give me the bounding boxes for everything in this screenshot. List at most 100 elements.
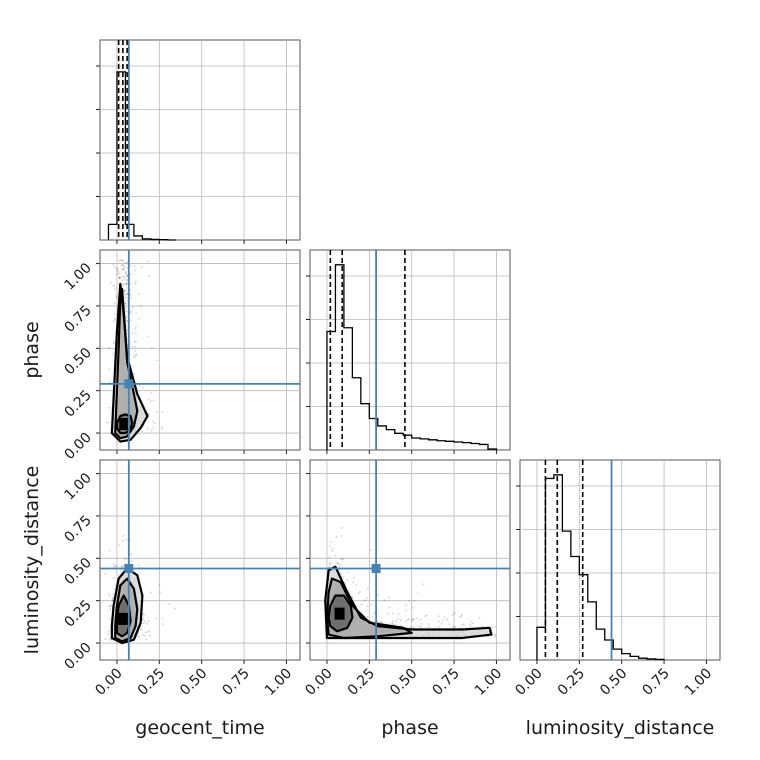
- sample-point: [407, 619, 409, 622]
- contour-2: [110, 567, 144, 645]
- sample-point: [472, 622, 474, 625]
- sample-point: [115, 565, 117, 567]
- sample-point: [126, 275, 129, 278]
- sample-point: [141, 618, 144, 621]
- sample-point: [152, 420, 155, 423]
- sample-point: [121, 275, 124, 278]
- sample-point: [340, 564, 342, 566]
- truth-marker: [371, 563, 381, 573]
- sample-point: [335, 535, 338, 538]
- sample-point: [122, 283, 125, 285]
- hist-geocent_time-frame: [99, 39, 301, 241]
- sample-point: [379, 621, 382, 624]
- sample-point: [336, 562, 339, 564]
- sample-point: [125, 278, 128, 281]
- sample-point: [469, 623, 471, 626]
- sample-point: [122, 259, 125, 262]
- sample-point: [154, 422, 157, 425]
- sample-point: [109, 618, 112, 620]
- sample-point: [131, 345, 134, 348]
- sample-point: [114, 312, 116, 315]
- sample-point: [460, 615, 463, 618]
- sample-point: [363, 599, 366, 602]
- sample-point: [112, 352, 114, 355]
- sample-point: [118, 272, 120, 275]
- xtick-label-geocent_time-2: 0.50: [177, 666, 210, 699]
- xtick-label-phase-0: 0.00: [302, 666, 335, 699]
- sample-point: [329, 544, 331, 547]
- sample-point: [131, 307, 134, 309]
- hist-luminosity_distance-steps: [536, 474, 665, 661]
- sample-point: [158, 584, 160, 586]
- sample-point: [113, 577, 115, 579]
- sample-point: [407, 618, 410, 620]
- sample-point: [132, 355, 135, 358]
- sample-point: [155, 617, 158, 620]
- sample-point: [148, 630, 151, 632]
- sample-point: [340, 572, 343, 575]
- sample-point: [331, 547, 334, 550]
- sample-point: [135, 353, 138, 356]
- sample-point: [134, 353, 137, 356]
- sample-point: [460, 614, 463, 616]
- hist-geocent_time-steps: [107, 71, 177, 241]
- sample-point: [167, 603, 170, 606]
- sample-point: [161, 428, 164, 430]
- sample-point: [412, 618, 415, 621]
- sample-point: [153, 399, 155, 402]
- sample-point: [110, 638, 113, 641]
- ytick-label-luminosity_distance-2: 0.50: [61, 555, 94, 588]
- sample-point: [337, 563, 340, 566]
- sample-point: [124, 262, 127, 264]
- ytick-label-phase-0: 0.00: [61, 430, 94, 463]
- sample-point: [346, 571, 349, 573]
- sample-point: [117, 270, 120, 273]
- sample-point: [129, 283, 132, 285]
- sample-point: [453, 612, 456, 615]
- sample-point: [147, 275, 150, 278]
- sample-point: [122, 268, 125, 271]
- sample-point: [137, 632, 140, 635]
- sample-point: [478, 617, 481, 619]
- sample-point: [380, 621, 383, 624]
- sample-point: [155, 410, 158, 413]
- sample-point: [126, 293, 128, 296]
- sample-point: [369, 549, 372, 552]
- sample-point: [112, 342, 115, 345]
- ytick-label-phase-3: 0.75: [61, 302, 94, 335]
- sample-point: [140, 266, 143, 269]
- sample-point: [437, 620, 440, 623]
- sample-point: [131, 332, 134, 334]
- sample-point: [121, 279, 124, 282]
- sample-point: [108, 638, 111, 641]
- sample-point: [124, 271, 127, 273]
- contour-0: [115, 413, 134, 435]
- sample-point: [461, 623, 464, 626]
- sample-point: [110, 408, 113, 411]
- sample-point: [115, 295, 118, 298]
- sample-point: [141, 386, 144, 389]
- sample-point: [134, 282, 137, 285]
- sample-point: [107, 421, 110, 424]
- sample-point: [494, 635, 496, 638]
- contour-0: [327, 594, 354, 633]
- sample-point: [397, 613, 400, 615]
- sample-point: [107, 630, 110, 633]
- xtick-label-luminosity_distance-2: 0.50: [597, 666, 630, 699]
- sample-point: [118, 259, 121, 262]
- sample-point: [147, 260, 150, 263]
- sample-point: [427, 623, 430, 626]
- sample-point: [108, 592, 110, 595]
- sample-point: [391, 622, 394, 624]
- sample-point: [108, 368, 111, 371]
- sample-point: [123, 275, 125, 278]
- sample-point: [156, 359, 159, 362]
- sample-point: [118, 277, 121, 280]
- sample-point: [388, 606, 391, 609]
- sample-point: [404, 620, 407, 623]
- sample-point: [451, 613, 454, 616]
- sample-point: [351, 596, 354, 599]
- xtick-label-luminosity_distance-1: 0.25: [555, 666, 588, 699]
- sample-point: [130, 297, 133, 300]
